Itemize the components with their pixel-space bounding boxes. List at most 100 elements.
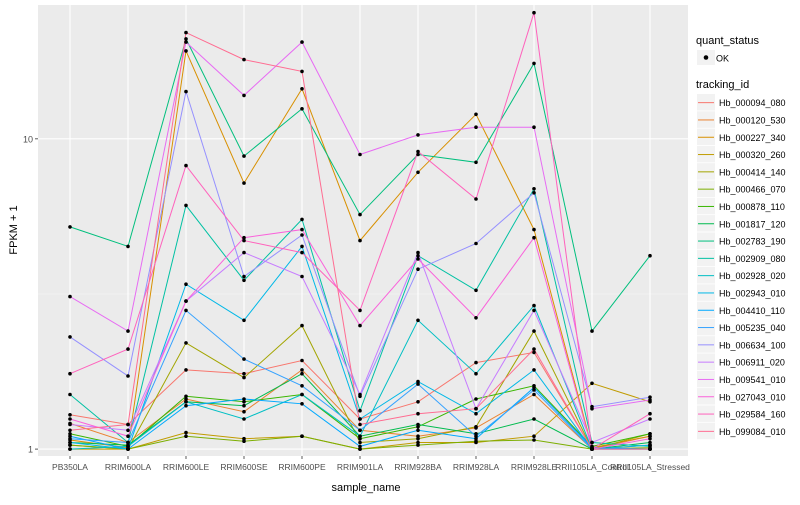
data-point (474, 125, 478, 129)
data-point (242, 274, 246, 279)
data-point (358, 444, 362, 449)
data-point (242, 235, 246, 240)
data-point (184, 30, 188, 35)
y-axis-title: FPKM + 1 (8, 205, 20, 254)
legend-point-title: quant_status (696, 35, 759, 47)
data-point (358, 392, 362, 397)
data-point (532, 388, 536, 392)
data-point (416, 379, 420, 384)
data-point (242, 375, 246, 380)
data-point (474, 371, 478, 376)
data-point (648, 432, 652, 436)
data-point (300, 40, 304, 44)
legend-label: Hb_002928_020 (719, 271, 786, 281)
data-point (648, 443, 652, 447)
data-point (648, 436, 652, 441)
data-point (68, 440, 72, 445)
legend-label: Hb_004410_110 (719, 306, 785, 316)
x-tick-label: RRIM600LA (105, 462, 152, 472)
data-point (532, 434, 536, 439)
data-point (68, 428, 72, 433)
data-point (648, 411, 652, 416)
data-point (590, 447, 594, 451)
legend-label: Hb_002909_080 (719, 254, 786, 264)
legend-label: Hb_029584_160 (719, 410, 786, 420)
axis-layer: 1 10 PB350LA RRIM600LA RRIM600LE RRIM600SE RRI… (23, 134, 690, 472)
data-point (184, 434, 188, 439)
data-point (300, 69, 304, 74)
data-point (474, 360, 478, 365)
data-point (416, 133, 420, 137)
data-point (300, 233, 304, 237)
data-point (532, 235, 536, 240)
data-point (532, 385, 536, 390)
data-point (242, 357, 246, 361)
data-point (416, 434, 420, 439)
legend-label: Hb_006911_020 (719, 358, 785, 368)
legend-label: Hb_099084_010 (719, 427, 786, 437)
data-point (300, 87, 304, 91)
legend-title: tracking_id (696, 79, 749, 91)
y-tick-label: 10 (23, 134, 33, 144)
legend-label: Hb_000094_080 (719, 98, 786, 108)
data-point (242, 409, 246, 414)
data-point (416, 382, 420, 386)
data-point (474, 406, 478, 411)
legend-label: Hb_000466_070 (719, 185, 786, 195)
data-point (358, 440, 362, 445)
legend-point-marker (703, 55, 709, 60)
data-point (590, 440, 594, 445)
data-point (184, 37, 188, 41)
data-point (358, 417, 362, 421)
data-point (242, 57, 246, 62)
data-point (300, 274, 304, 279)
data-point (242, 417, 246, 421)
data-point (126, 447, 130, 451)
data-point (184, 368, 188, 372)
data-point (300, 244, 304, 249)
data-point (184, 282, 188, 287)
data-point (68, 417, 72, 421)
x-tick-label: RRIM928BA (394, 462, 442, 472)
data-point (416, 422, 420, 427)
data-point (474, 434, 478, 439)
data-point (474, 397, 478, 401)
x-tick-label: RRIM600SE (220, 462, 268, 472)
data-point (242, 397, 246, 401)
data-point (532, 417, 536, 421)
data-point (68, 443, 72, 447)
data-point (648, 440, 652, 445)
y-tick-label: 1 (28, 445, 33, 455)
x-tick-label: RRII105LA_Control (555, 462, 629, 472)
data-point (184, 40, 188, 44)
data-point (416, 267, 420, 272)
legend-label: Hb_005235_040 (719, 323, 786, 333)
data-point (300, 107, 304, 111)
data-point (184, 49, 188, 53)
data-point (300, 217, 304, 222)
data-point (68, 225, 72, 229)
data-point (300, 227, 304, 232)
data-point (68, 413, 72, 417)
legend-label: Hb_006634_100 (719, 340, 786, 350)
legend-items: Hb_000094_080 Hb_000120_530 Hb_000227_340 H… (697, 94, 786, 440)
data-point (416, 411, 420, 416)
x-tick-label: RRIM928LA (453, 462, 500, 472)
data-point (242, 318, 246, 323)
legend-label: Hb_000320_260 (719, 150, 786, 160)
data-point (416, 428, 420, 433)
data-point (300, 371, 304, 376)
data-point (532, 125, 536, 129)
data-point (184, 299, 188, 303)
data-point (532, 10, 536, 15)
legend-label: Hb_027043_010 (719, 392, 786, 402)
data-point (126, 329, 130, 333)
data-point (184, 430, 188, 435)
data-point (242, 93, 246, 98)
data-point (242, 436, 246, 441)
data-point (300, 434, 304, 439)
data-point (358, 408, 362, 413)
data-point (358, 436, 362, 441)
legend-point-label: OK (716, 54, 729, 64)
data-point (126, 428, 130, 433)
